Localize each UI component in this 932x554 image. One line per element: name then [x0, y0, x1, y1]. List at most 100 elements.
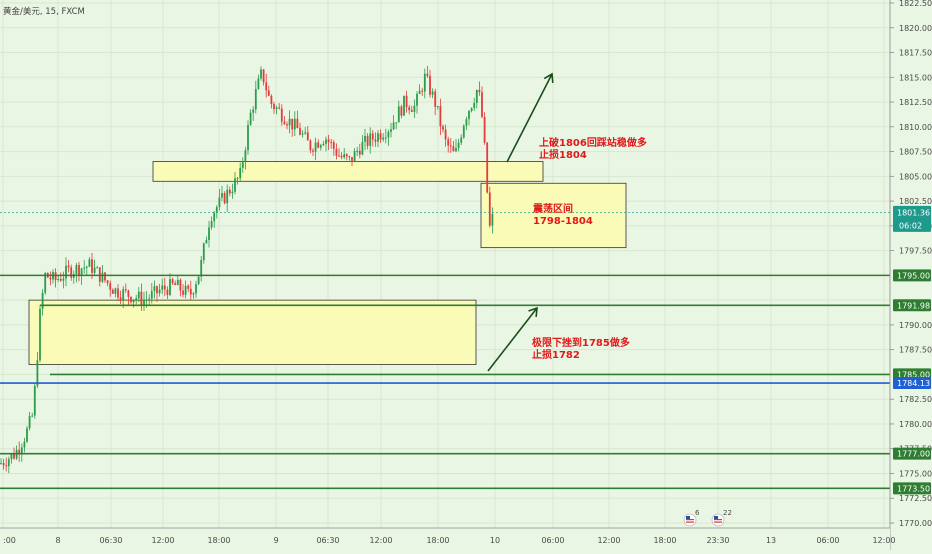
candle-body: [7, 459, 10, 467]
candle-body: [309, 140, 312, 151]
arrow-up-breakout: [506, 73, 553, 163]
x-tick-label: 12:00: [369, 536, 392, 545]
candle-body: [127, 290, 130, 297]
candle-body: [161, 285, 164, 290]
candle-body: [457, 142, 460, 149]
candle-body: [257, 78, 260, 89]
candle-body: [340, 155, 343, 158]
candle-body: [249, 112, 252, 125]
candle-body: [218, 197, 221, 208]
candle-body: [353, 151, 356, 162]
y-tick-label: 1812.50: [899, 98, 932, 107]
candle-body: [299, 128, 301, 135]
candle-body: [314, 142, 317, 152]
candle-body: [143, 299, 145, 305]
candle-body: [140, 291, 143, 305]
flag-canton: [686, 516, 690, 519]
x-tick-label: 18:00: [426, 536, 449, 545]
candle-body: [395, 122, 398, 124]
candle-body: [5, 465, 8, 467]
candle-body: [481, 92, 483, 117]
candle-body: [434, 91, 437, 107]
candle-body: [91, 259, 93, 273]
candle-body: [351, 157, 353, 162]
candle-body: [114, 288, 117, 294]
candle-body: [384, 137, 387, 139]
x-tick-label: 10: [490, 536, 500, 545]
candle-body: [439, 106, 442, 127]
x-tick-label: 06:00: [816, 536, 839, 545]
candle-body: [226, 189, 229, 204]
candlesticks: [0, 65, 494, 474]
x-tick-label: 06:30: [99, 536, 122, 545]
candle-body: [49, 277, 52, 280]
candle-body: [13, 453, 15, 459]
x-tick-label: 12:00: [151, 536, 174, 545]
candle-body: [44, 273, 47, 293]
candle-body: [36, 360, 39, 386]
candle-body: [278, 107, 281, 109]
level-label-1785.00: 1785.00: [897, 370, 930, 379]
candle-body: [234, 178, 236, 192]
annotation-1-line1: 上破1806回踩站稳做多: [539, 136, 647, 149]
y-tick-label: 1787.50: [899, 346, 932, 355]
price-levels: [0, 211, 890, 490]
event-count: 6: [695, 509, 700, 517]
candle-body: [192, 293, 195, 295]
level-label-1784.13: 1784.13: [897, 379, 930, 388]
chart-title: 黄金/美元, 15, FXCM: [3, 6, 85, 17]
time-axis-bg: [0, 528, 890, 550]
candle-body: [109, 283, 112, 290]
candle-body: [104, 272, 106, 281]
candle-body: [410, 110, 413, 112]
level-label-bg: [893, 269, 931, 282]
candle-body: [20, 447, 23, 454]
candle-body: [122, 289, 125, 300]
candle-body: [202, 243, 205, 261]
candle-body: [462, 125, 465, 138]
candle-body: [416, 93, 418, 106]
candle-body: [296, 118, 299, 129]
candle-body: [244, 150, 247, 163]
flag-stripe: [714, 519, 722, 521]
candle-body: [117, 288, 119, 298]
arrow-up-support: [487, 307, 538, 372]
y-tick-label: 1810.00: [899, 123, 932, 132]
level-label-bg: [893, 299, 931, 312]
candle-body: [166, 289, 169, 295]
candle-body: [280, 108, 283, 122]
x-tick-label: 13: [766, 536, 776, 545]
candle-body: [358, 150, 361, 155]
y-tick-label: 1790.00: [899, 321, 932, 330]
candle-body: [361, 141, 364, 155]
candle-body: [465, 119, 468, 126]
x-tick-label: 12:00: [872, 536, 895, 545]
y-tick-label: 1770.00: [899, 519, 932, 528]
current-price-label: 1801.36: [897, 208, 930, 217]
candle-body: [390, 129, 392, 132]
level-label-1777.00: 1777.00: [897, 450, 930, 459]
candle-body: [26, 428, 28, 442]
candle-body: [335, 148, 338, 156]
flag-canton: [714, 516, 718, 519]
candle-body: [31, 415, 34, 417]
flag-stripe: [686, 521, 694, 523]
candle-body: [83, 267, 86, 269]
candle-body: [148, 298, 151, 300]
candle-body: [205, 239, 208, 244]
candle-body: [382, 137, 385, 140]
candle-body: [169, 279, 171, 295]
candle-body: [111, 289, 114, 294]
candle-body: [449, 145, 452, 147]
candle-body: [475, 89, 478, 104]
candle-body: [286, 124, 288, 126]
candle-body: [239, 167, 242, 179]
candle-body: [176, 279, 179, 285]
candle-body: [150, 291, 153, 299]
candle-body: [275, 107, 278, 110]
candle-body: [444, 129, 447, 140]
candle-body: [405, 95, 408, 108]
candle-body: [343, 154, 346, 158]
y-tick-label: 1805.00: [899, 172, 932, 181]
